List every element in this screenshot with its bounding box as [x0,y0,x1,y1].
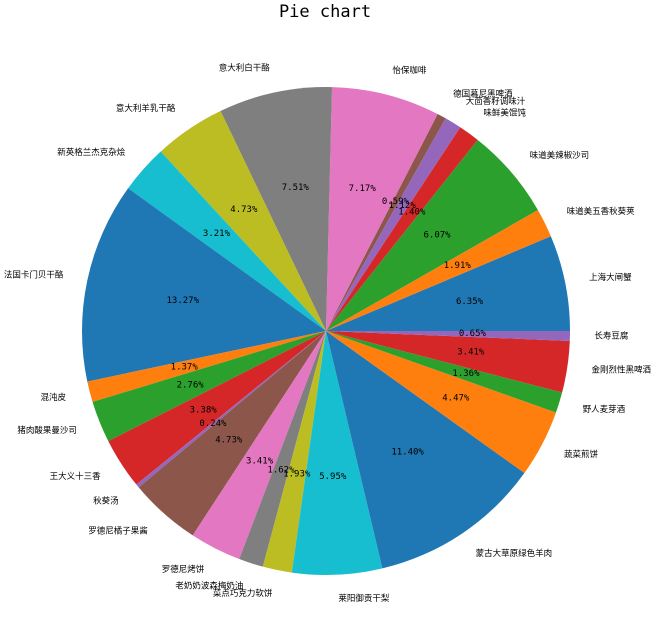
pie-slice [326,87,438,331]
slice-percent-label: 1.40% [398,207,426,217]
slice-percent-label: 4.73% [215,435,243,445]
slice-percent-label: 3.38% [190,406,218,416]
pie-slice [87,331,326,402]
slice-category-label: 新英格兰杰克杂烩 [57,147,126,158]
slice-category-label: 意大利白干酪 [219,63,271,74]
slice-percent-label: 1.62% [267,465,295,475]
slice-percent-label: 3.21% [203,229,231,239]
pie-slice [326,127,478,332]
slice-percent-label: 0.24% [199,419,227,429]
slice-percent-label: 1.91% [444,261,472,271]
pie-slice [220,86,333,331]
slice-category-label: 意大利羊乳干酪 [116,103,176,114]
slice-percent-label: 4.73% [230,205,258,215]
slice-category-label: 混沌皮 [41,392,67,403]
slice-category-label: 菜点巧克力软饼 [213,588,273,599]
slice-percent-label: 1.36% [452,369,480,379]
pie-slice [239,331,326,567]
slice-percent-label: 13.27% [166,296,199,306]
slice-category-label: 怡保咖啡 [392,65,427,76]
slice-percent-label: 1.12% [389,201,417,211]
pie-slice [136,331,326,488]
slice-percent-label: 6.07% [424,231,452,241]
slice-category-label: 大茴香籽调味汁 [466,96,526,107]
slice-category-label: 味鲜美馄饨 [483,108,526,119]
slice-category-label: 蔬菜煎饼 [564,449,599,460]
pie-slice [326,236,570,331]
slice-category-label: 罗德尼橘子果酱 [88,526,148,537]
slice-percent-label: 6.35% [456,297,484,307]
slice-category-label: 德国慕尼黑啤酒 [453,89,513,100]
slice-percent-label: 11.40% [391,448,424,458]
slice-category-label: 猪肉酸果曼沙司 [17,425,77,436]
slice-category-label: 上海大闸蟹 [589,272,632,283]
slice-category-label: 金刚烈性黑啤酒 [591,365,651,376]
pie-slice [108,331,326,485]
slice-category-label: 长寿豆腐 [594,330,629,341]
pie-slice [326,331,556,474]
pie-slice [92,331,326,442]
slice-category-label: 味道美五香秋葵荚 [567,206,636,217]
slice-percent-label: 0.59% [382,197,410,207]
pie-slice [326,118,461,331]
slice-category-label: 罗德尼烤饼 [162,564,205,575]
chart-title: Pie chart [279,2,371,22]
pie-slice [160,110,326,332]
pie-slice [326,331,563,413]
percent-labels: 6.35% 1.91% 6.07% 1.40%1.12%0.59% 7.17% 7.51%… [166,183,486,482]
slice-percent-label: 3.41% [457,348,485,358]
slice-category-label: 味道美辣椒沙司 [530,150,590,161]
pie-slice [326,139,538,331]
pie-slice [81,188,327,382]
pie-slice [262,331,326,573]
slice-percent-label: 5.95% [319,472,347,482]
slice-percent-label: 7.17% [349,184,377,194]
pie-slice [128,151,326,331]
slice-category-label: 法国卡门贝干酪 [4,270,64,281]
slice-percent-label: 1.37% [171,362,199,372]
pie-slice [326,209,551,331]
slice-percent-label: 0.65% [459,329,487,339]
pie-slice [326,331,570,393]
slice-category-label: 野人麦芽酒 [583,404,626,415]
pie-slice [326,331,570,341]
slice-category-label: 莱阳御贡干梨 [338,593,390,604]
slice-category-label: 王大义十三香 [50,471,102,482]
slice-category-label: 老奶奶波森梅奶油 [175,580,243,591]
pie-slice [326,114,446,331]
pie-slice [291,331,383,575]
slice-category-label: 蒙古大草原绿色羊肉 [476,548,553,559]
pie-slice [138,331,326,536]
slice-percent-label: 7.51% [282,183,310,193]
slice-percent-label: 2.76% [177,381,205,391]
slice-percent-label: 4.47% [442,394,470,404]
pie-slice [192,331,326,560]
pie-slice [326,331,525,569]
slice-category-label: 秋葵汤 [93,495,119,506]
slice-percent-label: 1.93% [283,469,311,479]
slice-percent-label: 3.41% [246,456,274,466]
pie-slices [81,86,570,575]
